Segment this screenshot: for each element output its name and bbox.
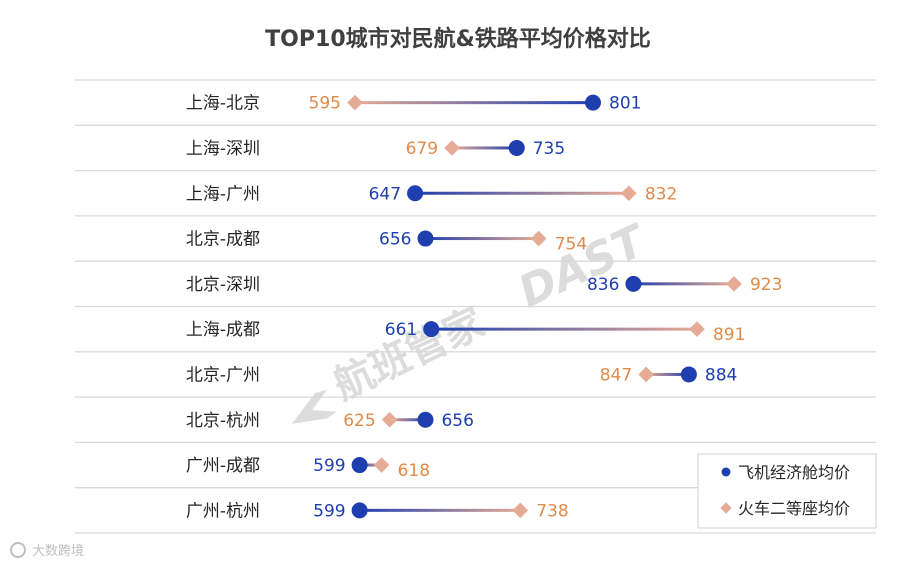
train-price-label: 679: [406, 139, 438, 159]
flight-price-marker: [680, 366, 697, 383]
train-price-marker: [689, 321, 705, 337]
train-price-marker: [638, 366, 654, 383]
train-price-marker: [373, 457, 390, 473]
legend: 飞机经济舱均价 火车二等座均价: [697, 453, 877, 529]
train-price-marker: [381, 411, 398, 428]
train-price-label: 595: [309, 94, 341, 114]
watermark: 航班管家 DAST: [291, 215, 655, 424]
flight-price-marker: [585, 94, 601, 111]
category-label: 广州-成都: [186, 456, 260, 476]
flight-price-label: 647: [369, 184, 401, 204]
flight-price-label: 656: [379, 230, 411, 250]
watermark-text: 航班管家: [327, 300, 491, 409]
flight-price-marker: [625, 275, 642, 292]
category-label: 广州-杭州: [186, 501, 260, 521]
train-price-label: 891: [713, 325, 745, 345]
flight-price-marker: [423, 321, 440, 338]
category-label: 上海-北京: [186, 94, 260, 114]
flight-price-marker: [351, 457, 368, 474]
flight-price-label: 801: [609, 94, 641, 114]
flight-price-label: 661: [385, 320, 417, 340]
category-labels: 上海-北京上海-深圳上海-广州北京-成都北京-深圳上海-成都北京-广州北京-杭州…: [186, 94, 260, 522]
chart-title: TOP10城市对民航&铁路平均价格对比: [265, 26, 651, 52]
train-price-label: 923: [750, 275, 782, 295]
train-price-marker: [347, 94, 363, 111]
train-price-marker: [530, 230, 547, 247]
train-price-marker: [621, 185, 637, 202]
category-label: 北京-广州: [186, 365, 260, 385]
flight-price-label: 884: [705, 365, 737, 385]
dumbbell-line: [452, 146, 517, 150]
train-price-label: 832: [645, 184, 677, 204]
dumbbell-line: [431, 327, 697, 331]
source-logo: 大数跨境: [10, 542, 84, 559]
legend-train-marker: [720, 502, 732, 514]
flight-price-label: 599: [313, 501, 345, 521]
legend-flight-label: 飞机经济舱均价: [738, 463, 850, 482]
flight-price-marker: [351, 502, 368, 519]
flight-price-label: 599: [313, 456, 345, 476]
source-text: 大数跨境: [32, 544, 84, 559]
plane-logo-icon: [291, 389, 338, 424]
flight-price-marker: [417, 230, 434, 247]
legend-box: [697, 453, 877, 529]
dumbbell-line: [646, 372, 689, 376]
source-icon: [10, 542, 26, 558]
watermark-suffix: DAST: [511, 215, 655, 318]
train-price-marker: [726, 276, 742, 292]
train-price-label: 625: [343, 411, 375, 431]
dumbbell-line: [355, 101, 593, 105]
category-label: 北京-杭州: [186, 411, 260, 431]
dumbbell-line: [425, 237, 539, 241]
dumbbell-line: [415, 191, 629, 195]
dumbbell-line: [359, 463, 382, 467]
legend-train-label: 火车二等座均价: [738, 499, 850, 518]
train-price-label: 847: [600, 365, 632, 385]
train-price-marker: [512, 502, 528, 519]
dumbbell-line: [633, 282, 734, 286]
category-label: 上海-成都: [186, 320, 260, 340]
category-label: 北京-深圳: [186, 275, 260, 295]
dumbbell-line: [389, 418, 426, 422]
flight-price-label: 735: [533, 139, 565, 159]
dumbbell-line: [359, 508, 521, 512]
flight-price-marker: [407, 185, 424, 202]
category-label: 上海-广州: [186, 184, 260, 204]
train-price-label: 754: [555, 235, 587, 255]
legend-flight-marker: [721, 467, 731, 477]
flight-price-marker: [417, 411, 434, 428]
train-price-label: 618: [398, 461, 430, 481]
category-label: 上海-深圳: [186, 139, 260, 159]
train-price-label: 738: [536, 501, 568, 521]
flight-price-marker: [508, 139, 525, 156]
flight-price-label: 656: [441, 411, 473, 431]
flight-price-label: 836: [587, 275, 619, 295]
train-price-marker: [444, 140, 460, 156]
category-label: 北京-成都: [186, 230, 260, 250]
dumbbell-lines: [355, 101, 734, 512]
